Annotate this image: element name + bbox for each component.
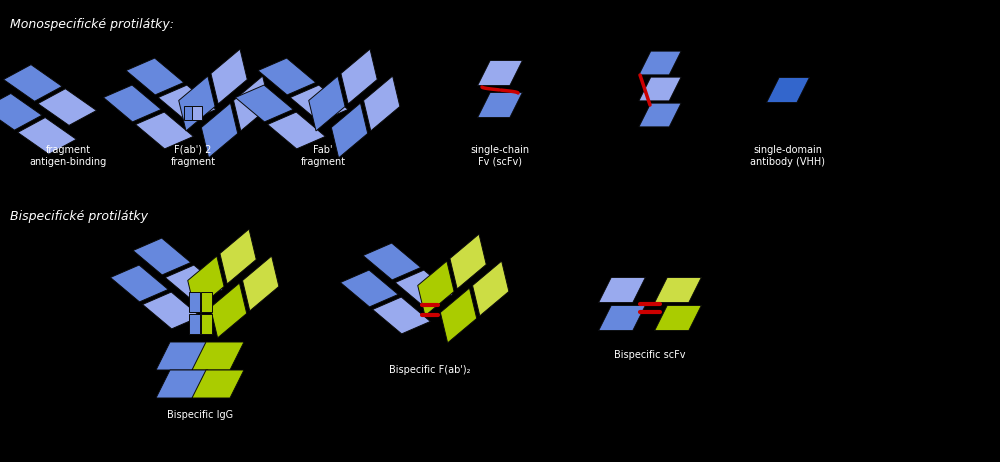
Polygon shape — [184, 106, 194, 120]
Polygon shape — [639, 51, 681, 75]
Polygon shape — [395, 270, 453, 307]
Polygon shape — [200, 314, 212, 334]
Polygon shape — [235, 85, 293, 122]
Text: single-chain
Fv (scFv): single-chain Fv (scFv) — [470, 145, 530, 167]
Text: Bispecific scFv: Bispecific scFv — [614, 350, 686, 360]
Polygon shape — [363, 243, 421, 280]
Polygon shape — [188, 292, 200, 312]
Polygon shape — [234, 76, 270, 131]
Text: Bispecific F(ab')₂: Bispecific F(ab')₂ — [389, 365, 471, 375]
Polygon shape — [156, 370, 208, 398]
Polygon shape — [3, 65, 62, 101]
Polygon shape — [136, 112, 193, 149]
Polygon shape — [38, 89, 97, 125]
Polygon shape — [309, 76, 345, 131]
Text: Monospecifické protilátky:: Monospecifické protilátky: — [10, 18, 174, 31]
Polygon shape — [639, 77, 681, 101]
Polygon shape — [478, 61, 522, 85]
Polygon shape — [211, 49, 247, 104]
Polygon shape — [158, 85, 216, 122]
Text: F(ab') 2
fragment: F(ab') 2 fragment — [170, 145, 216, 167]
Text: Fab'
fragment: Fab' fragment — [300, 145, 346, 167]
Polygon shape — [341, 49, 377, 104]
Text: Bispecific IgG: Bispecific IgG — [167, 410, 233, 420]
Polygon shape — [440, 288, 477, 343]
Polygon shape — [0, 93, 42, 130]
Polygon shape — [268, 112, 325, 149]
Polygon shape — [340, 270, 398, 307]
Polygon shape — [201, 103, 238, 158]
Polygon shape — [599, 277, 645, 303]
Text: Bispecifické protilátky: Bispecifické protilátky — [10, 210, 148, 223]
Polygon shape — [373, 297, 430, 334]
Polygon shape — [243, 256, 279, 311]
Polygon shape — [192, 370, 244, 398]
Polygon shape — [126, 58, 184, 95]
Polygon shape — [478, 92, 522, 118]
Polygon shape — [364, 76, 400, 131]
Polygon shape — [165, 265, 223, 302]
Polygon shape — [473, 261, 509, 316]
Polygon shape — [133, 238, 191, 275]
Polygon shape — [331, 103, 368, 158]
Polygon shape — [192, 106, 202, 120]
Polygon shape — [192, 342, 244, 370]
Polygon shape — [450, 234, 486, 289]
Polygon shape — [290, 85, 348, 122]
Text: fragment
antigen-binding: fragment antigen-binding — [29, 145, 107, 167]
Polygon shape — [258, 58, 316, 95]
Polygon shape — [767, 78, 810, 103]
Polygon shape — [18, 117, 76, 154]
Polygon shape — [110, 265, 168, 302]
Polygon shape — [655, 305, 701, 331]
Polygon shape — [220, 229, 256, 284]
Polygon shape — [210, 283, 247, 338]
Polygon shape — [143, 292, 200, 329]
Polygon shape — [103, 85, 161, 122]
Polygon shape — [200, 292, 212, 312]
Text: single-domain
antibody (VHH): single-domain antibody (VHH) — [750, 145, 826, 167]
Polygon shape — [639, 103, 681, 127]
Polygon shape — [156, 342, 208, 370]
Polygon shape — [179, 76, 215, 131]
Polygon shape — [188, 256, 224, 311]
Polygon shape — [418, 261, 454, 316]
Polygon shape — [599, 305, 645, 331]
Polygon shape — [655, 277, 701, 303]
Polygon shape — [188, 314, 200, 334]
